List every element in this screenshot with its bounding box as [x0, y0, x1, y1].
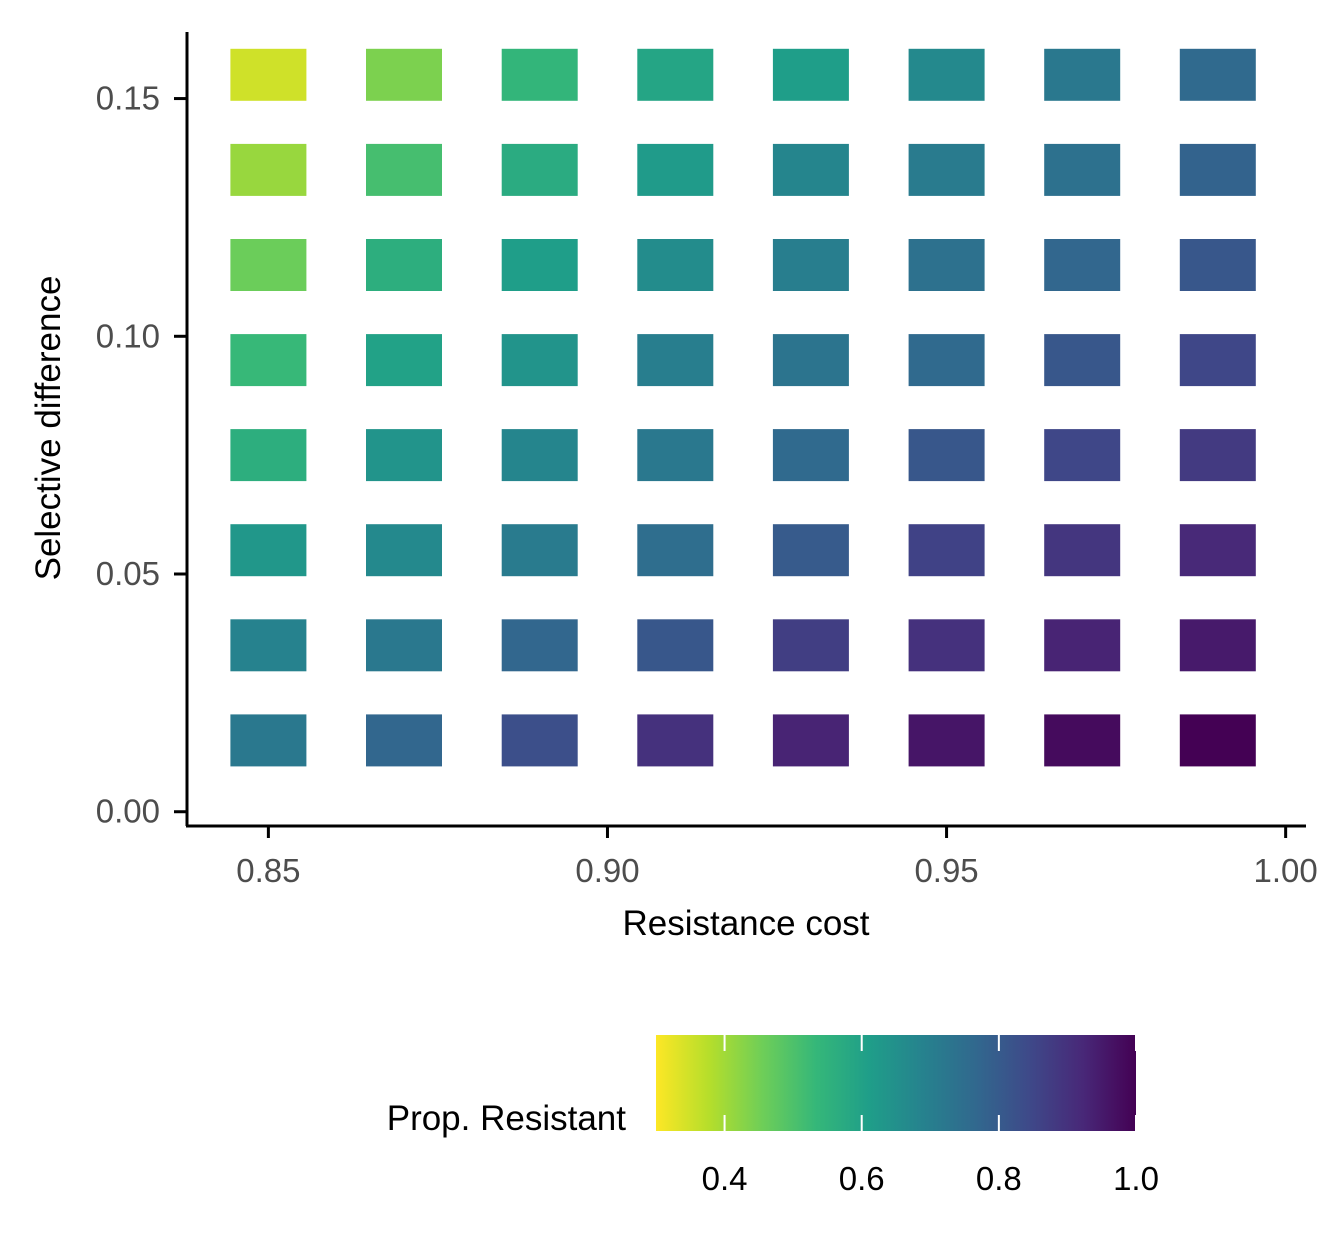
- x-tick-label: 0.85: [236, 852, 300, 889]
- heatmap-cell: [366, 429, 442, 482]
- y-axis-ticks: 0.00 0.05 0.10 0.15: [96, 80, 187, 830]
- axes: [185, 32, 1306, 828]
- heatmap-cell: [501, 524, 578, 577]
- y-axis-title: Selective difference: [29, 276, 68, 581]
- heatmap-cell: [1179, 619, 1256, 672]
- heatmap-cell: [366, 619, 442, 672]
- heatmap-cell: [1044, 524, 1121, 577]
- heatmap-cell: [1044, 619, 1121, 672]
- legend-ticks: 0.4 0.6 0.8 1.0: [702, 1035, 1159, 1197]
- heatmap-cell: [772, 48, 849, 101]
- heatmap-cell: [230, 524, 307, 577]
- heatmap-cell: [772, 334, 849, 387]
- heatmap-cell: [230, 619, 307, 672]
- heatmap-cell: [230, 143, 307, 196]
- heatmap-cell: [1044, 334, 1121, 387]
- heatmap-cell: [230, 239, 307, 291]
- heatmap-cell: [1179, 143, 1256, 196]
- heatmap-cell: [1179, 524, 1256, 577]
- heatmap-cell: [501, 334, 578, 387]
- heatmap-cell: [1044, 429, 1121, 482]
- heatmap-cell: [908, 714, 985, 767]
- heatmap-cell: [1044, 48, 1121, 101]
- heatmap-cell: [1044, 714, 1121, 767]
- x-tick-label: 1.00: [1254, 852, 1318, 889]
- heatmap-cell: [366, 714, 442, 767]
- heatmap-cells: [230, 48, 1256, 767]
- heatmap-cell: [908, 429, 985, 482]
- legend-tick-label: 0.4: [702, 1160, 748, 1197]
- heatmap-cell: [501, 143, 578, 196]
- legend-tick-label: 0.6: [839, 1160, 885, 1197]
- heatmap-cell: [908, 143, 985, 196]
- x-tick-label: 0.90: [575, 852, 639, 889]
- heatmap-cell: [366, 143, 442, 196]
- heatmap-cell: [908, 524, 985, 577]
- y-tick-label: 0.10: [96, 317, 160, 354]
- heatmap-cell: [230, 429, 307, 482]
- heatmap-cell: [772, 239, 849, 291]
- heatmap-cell: [501, 429, 578, 482]
- heatmap-cell: [366, 48, 442, 101]
- heatmap-cell: [1179, 239, 1256, 291]
- heatmap-cell: [1044, 143, 1121, 196]
- heatmap-cell: [366, 334, 442, 387]
- color-legend: Prop. Resistant 0.4 0.6 0.8 1.0: [387, 1035, 1159, 1197]
- heatmap-cell: [637, 714, 714, 767]
- heatmap-cell: [230, 714, 307, 767]
- heatmap-cell: [772, 714, 849, 767]
- heatmap-cell: [637, 334, 714, 387]
- legend-tick-label: 1.0: [1113, 1160, 1159, 1197]
- heatmap-cell: [501, 239, 578, 291]
- heatmap-cell: [637, 429, 714, 482]
- y-tick-label: 0.05: [96, 555, 160, 592]
- heatmap-cell: [366, 524, 442, 577]
- heatmap-cell: [637, 524, 714, 577]
- heatmap-cell: [1179, 48, 1256, 101]
- heatmap-cell: [772, 524, 849, 577]
- y-tick-label: 0.00: [96, 793, 160, 830]
- heatmap-cell: [230, 334, 307, 387]
- heatmap-cell: [230, 48, 307, 101]
- heatmap-cell: [366, 239, 442, 291]
- heatmap-cell: [1179, 429, 1256, 482]
- heatmap-cell: [772, 429, 849, 482]
- heatmap-cell: [1179, 714, 1256, 767]
- heatmap-cell: [908, 619, 985, 672]
- legend-tick-label: 0.8: [976, 1160, 1022, 1197]
- heatmap-cell: [1044, 239, 1121, 291]
- heatmap-cell: [772, 143, 849, 196]
- heatmap-cell: [637, 619, 714, 672]
- heatmap-cell: [501, 619, 578, 672]
- heatmap-cell: [637, 143, 714, 196]
- heatmap-cell: [501, 714, 578, 767]
- heatmap-cell: [501, 48, 578, 101]
- heatmap-cell: [772, 619, 849, 672]
- x-axis-ticks: 0.85 0.90 0.95 1.00: [236, 826, 1318, 889]
- x-axis-title: Resistance cost: [622, 904, 869, 943]
- heatmap-cell: [908, 48, 985, 101]
- heatmap-cell: [637, 239, 714, 291]
- legend-colorbar: [656, 1035, 1136, 1131]
- legend-title: Prop. Resistant: [387, 1099, 627, 1138]
- heatmap-cell: [908, 239, 985, 291]
- heatmap-cell: [908, 334, 985, 387]
- x-tick-label: 0.95: [914, 852, 978, 889]
- y-tick-label: 0.15: [96, 80, 160, 117]
- heatmap-cell: [1179, 334, 1256, 387]
- heatmap-cell: [637, 48, 714, 101]
